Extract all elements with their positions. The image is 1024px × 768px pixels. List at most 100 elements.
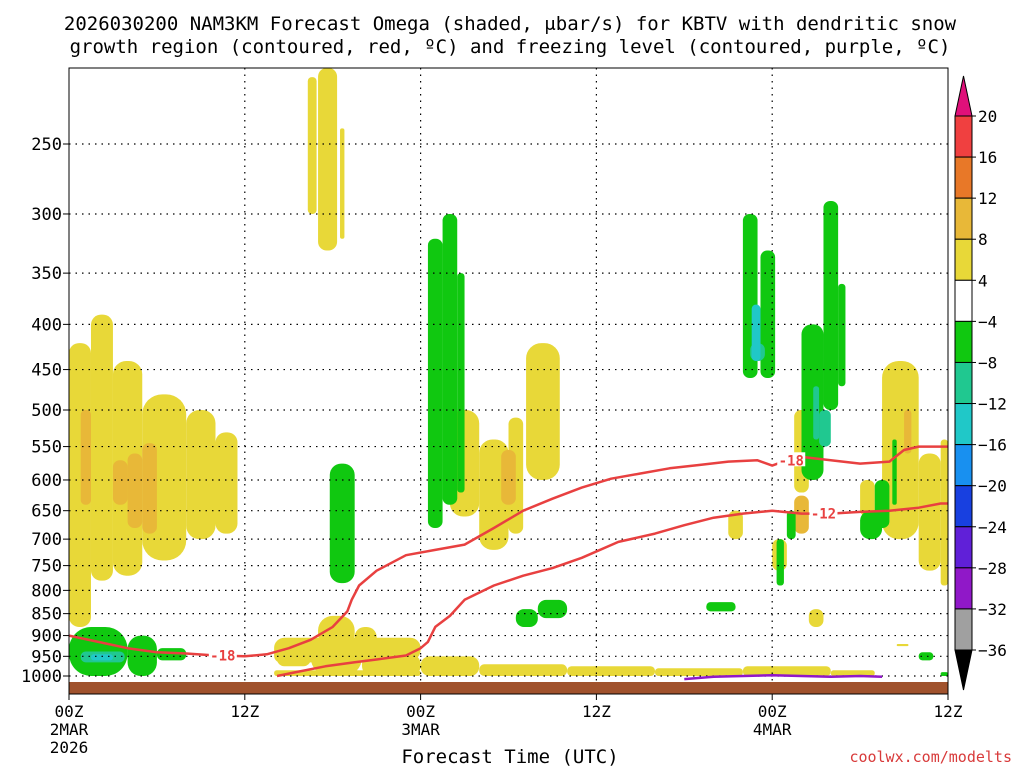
x-axis-label: Forecast Time (UTC) — [401, 746, 618, 768]
colorbar-label-6: −8 — [978, 353, 997, 372]
contour-label-bg-0 — [208, 647, 237, 662]
shade-cell-0-12 — [420, 656, 480, 676]
colorbar-label-9: −20 — [978, 477, 1007, 496]
shade-cell-2-3 — [457, 273, 465, 493]
y-tick-label-300: 300 — [31, 205, 62, 225]
shade-cell-2-18 — [940, 672, 948, 676]
colorbar-label-4: 4 — [978, 271, 988, 290]
shade-cell-1-4 — [501, 450, 516, 505]
shade-cell-2-15 — [860, 510, 883, 540]
colorbar-label-2: 12 — [978, 189, 997, 208]
shade-cell-2-21 — [156, 648, 187, 661]
y-tick-label-250: 250 — [31, 135, 62, 155]
x-tick-label-5: 12Z — [934, 702, 963, 721]
colorbar-top-triangle — [954, 75, 973, 117]
colorbar-swatch-12 — [954, 608, 973, 651]
shade-cell-2-0 — [329, 463, 355, 584]
x-tick-label-1: 12Z — [230, 702, 259, 721]
contour-label-bg-1 — [777, 452, 806, 467]
y-tick-label-600: 600 — [31, 471, 62, 491]
shade-cell-2-7 — [823, 200, 839, 410]
colorbar-swatch-0 — [954, 115, 973, 158]
colorbar-swatch-7 — [954, 403, 973, 446]
ground-strip — [69, 682, 948, 694]
y-axis: 2503003504004505005506006507007508008509… — [21, 135, 69, 687]
colorbar-swatch-4 — [954, 279, 973, 322]
colorbar-swatch-6 — [954, 361, 973, 405]
y-tick-label-750: 750 — [31, 557, 62, 577]
y-tick-label-500: 500 — [31, 401, 62, 421]
x-tick-year-0: 2026 — [50, 738, 89, 757]
colorbar-swatch-1 — [954, 156, 973, 199]
shade-cell-1-0 — [80, 410, 91, 505]
shade-cell-2-1 — [427, 238, 443, 528]
shade-cell-2-9 — [537, 599, 568, 619]
colorbar-label-12: −32 — [978, 600, 1007, 619]
shade-cell-0-15 — [655, 668, 743, 676]
shade-cell-0-26 — [526, 343, 560, 480]
shade-cell-2-12 — [786, 510, 796, 540]
colorbar-swatch-8 — [954, 444, 973, 487]
colorbar-label-3: 8 — [978, 230, 988, 249]
credit-text: coolwx.com/modelts — [849, 748, 1012, 766]
shade-cell-0-34 — [728, 510, 743, 540]
colorbar-label-10: −24 — [978, 518, 1007, 537]
y-tick-label-700: 700 — [31, 530, 62, 550]
plot-frame — [68, 67, 949, 695]
y-tick-label-400: 400 — [31, 315, 62, 335]
y-tick-label-1000: 1000 — [21, 667, 62, 687]
colorbar-label-11: −28 — [978, 559, 1007, 578]
shade-cell-0-29 — [918, 453, 941, 571]
colorbar-swatch-5 — [954, 320, 973, 363]
shade-cell-0-32 — [808, 609, 824, 627]
shade-cell-1-3 — [142, 443, 157, 534]
shade-cell-0-7 — [318, 68, 338, 251]
y-tick-label-350: 350 — [31, 264, 62, 284]
colorbar-swatch-2 — [954, 197, 973, 240]
shade-cell-2-6 — [801, 324, 824, 480]
shade-cell-2-8 — [838, 283, 846, 387]
shade-cell-0-17 — [830, 670, 875, 676]
colorbar-bottom-triangle — [954, 649, 973, 691]
shade-cell-1-6 — [904, 410, 912, 454]
shade-cell-2-2 — [442, 213, 458, 505]
shade-cell-0-28 — [882, 360, 919, 540]
x-tick-date-0: 2MAR — [50, 720, 89, 739]
shade-cell-2-11 — [706, 602, 736, 612]
contour-layer: -18 -18 -12 — [68, 445, 948, 681]
shade-cell-0-22 — [274, 670, 421, 676]
shade-cell-1-1 — [112, 460, 128, 505]
shade-cell-0-35 — [860, 479, 875, 517]
gridlines — [69, 68, 948, 694]
dgz-minus-12-line — [276, 502, 948, 678]
shade-cell-3-3 — [819, 410, 831, 447]
shade-cell-0-14 — [567, 666, 655, 676]
x-tick-date-2: 3MAR — [401, 720, 440, 739]
colorbar-label-0: 20 — [978, 107, 997, 126]
shade-cell-0-6 — [307, 77, 317, 214]
colorbar-swatch-11 — [954, 567, 973, 610]
y-tick-label-450: 450 — [31, 361, 62, 381]
shade-cell-0-8 — [340, 128, 345, 239]
freezing-level-line — [684, 673, 883, 681]
shade-cell-0-1 — [90, 314, 113, 581]
colorbar-swatch-9 — [954, 485, 973, 528]
x-tick-label-2: 00Z — [406, 702, 435, 721]
x-tick-label-3: 12Z — [582, 702, 611, 721]
chart-title-line2: growth region (contoured, red, ºC) and f… — [70, 36, 951, 58]
shade-cell-3-2 — [813, 386, 820, 440]
shade-cell-2-17 — [918, 652, 934, 661]
shade-cell-2-5 — [760, 250, 776, 379]
shade-cell-2-14 — [776, 539, 784, 586]
colorbar-label-5: −4 — [978, 312, 997, 331]
shade-cell-4-1 — [751, 304, 761, 361]
chart-title-line1: 2026030200 NAM3KM Forecast Omega (shaded… — [64, 13, 957, 35]
shade-cell-2-20 — [127, 635, 157, 676]
shade-cell-1-2 — [127, 453, 143, 528]
shade-cell-0-4 — [186, 410, 216, 540]
shade-cell-0-31 — [896, 644, 909, 647]
colorbar-label-7: −12 — [978, 395, 1007, 414]
y-tick-label-900: 900 — [31, 627, 62, 647]
